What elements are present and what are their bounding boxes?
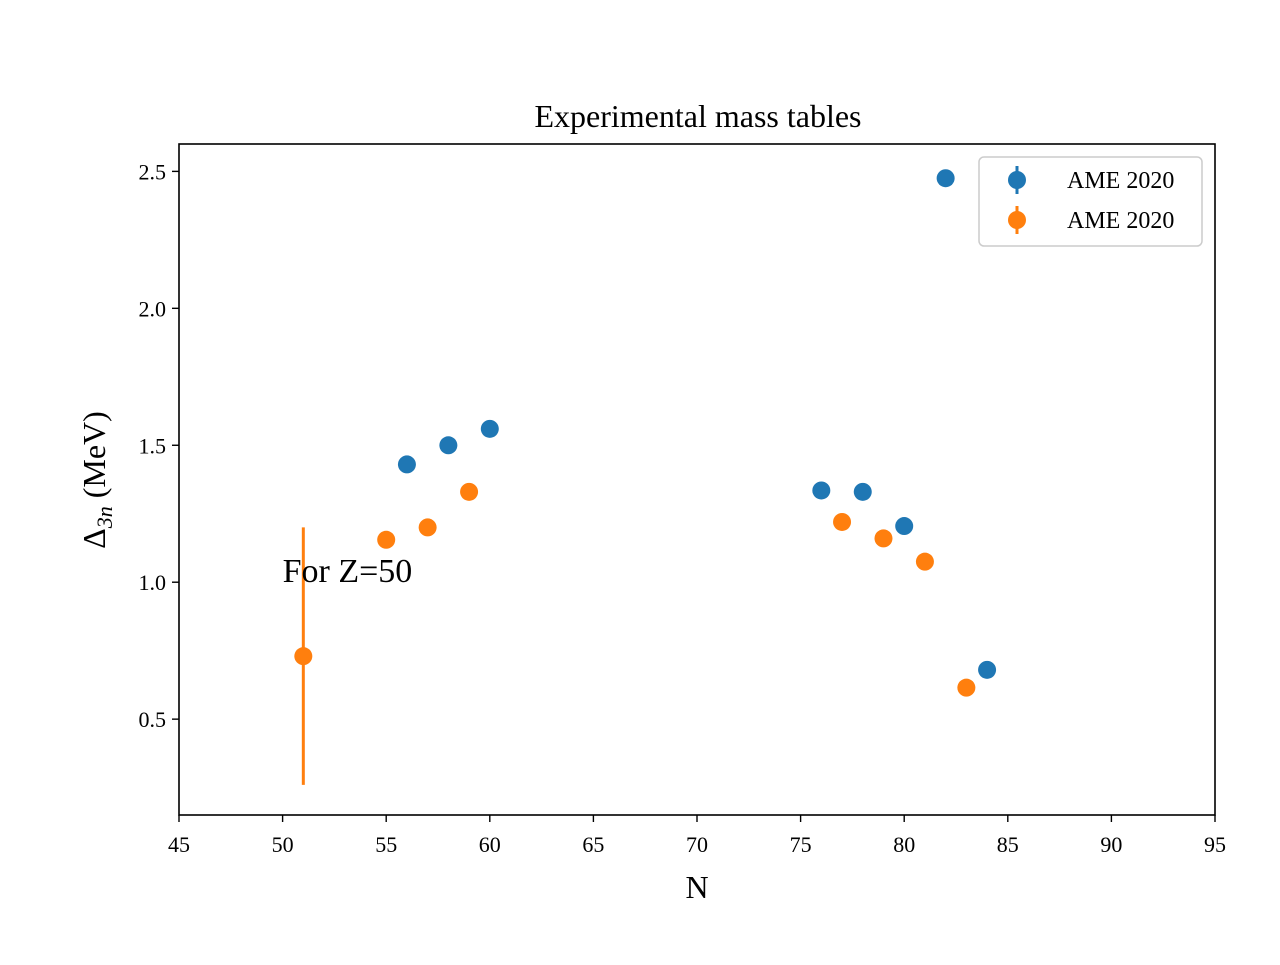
data-point-series-2 <box>460 482 479 501</box>
legend-marker <box>1008 211 1026 229</box>
x-tick-label: 65 <box>582 832 604 857</box>
data-point-series-1 <box>812 481 831 500</box>
y-tick-label: 0.5 <box>139 707 167 732</box>
data-point-series-1 <box>895 517 914 536</box>
x-tick-label: 60 <box>479 832 501 857</box>
x-axis-label: N <box>685 869 708 905</box>
x-tick-label: 55 <box>375 832 397 857</box>
legend-label: AME 2020 <box>1067 208 1174 234</box>
x-tick-label: 95 <box>1204 832 1226 857</box>
legend-label: AME 2020 <box>1067 168 1174 194</box>
legend-entries: AME 2020 AME 2020 <box>1008 166 1174 234</box>
y-axis-ticks: 0.5 1.0 1.5 2.0 2.5 <box>139 159 179 732</box>
data-point-series-1 <box>936 169 955 188</box>
data-point-series-2 <box>833 512 852 531</box>
legend-marker <box>1008 171 1026 189</box>
data-point-series-2 <box>294 647 313 666</box>
y-tick-label: 1.5 <box>139 433 167 458</box>
y-axis-label-subscript: 3n <box>92 506 117 529</box>
data-point-series-1 <box>978 660 997 679</box>
x-tick-label: 80 <box>893 832 915 857</box>
y-tick-label: 2.0 <box>139 296 167 321</box>
data-point-series-2 <box>957 678 976 697</box>
data-point-series-2 <box>418 518 437 537</box>
data-point-series-1 <box>853 482 872 501</box>
data-point-series-1 <box>439 436 458 455</box>
x-tick-label: 85 <box>997 832 1019 857</box>
annotation-for-z50: For Z=50 <box>283 553 413 590</box>
data-point-series-2 <box>874 529 893 548</box>
x-tick-label: 50 <box>272 832 294 857</box>
y-axis-label: Δ3n (MeV) <box>76 411 117 549</box>
data-marks <box>294 169 997 785</box>
x-axis-ticks: 45 50 55 60 65 70 75 80 85 90 95 <box>168 815 1226 857</box>
y-axis-label-symbol: Δ <box>76 528 112 549</box>
x-tick-label: 45 <box>168 832 190 857</box>
y-tick-label: 1.0 <box>139 570 167 595</box>
x-tick-label: 90 <box>1100 832 1122 857</box>
y-axis-label-unit: (MeV) <box>76 411 112 506</box>
data-point-series-1 <box>397 455 416 474</box>
chart-title: Experimental mass tables <box>534 98 861 134</box>
data-point-series-1 <box>480 419 499 438</box>
x-tick-label: 70 <box>686 832 708 857</box>
legend: AME 2020 AME 2020 <box>978 156 1203 247</box>
legend-box <box>978 156 1203 247</box>
x-tick-label: 75 <box>790 832 812 857</box>
data-point-series-2 <box>915 552 934 571</box>
y-tick-label: 2.5 <box>139 159 167 184</box>
data-point-series-2 <box>377 530 396 549</box>
